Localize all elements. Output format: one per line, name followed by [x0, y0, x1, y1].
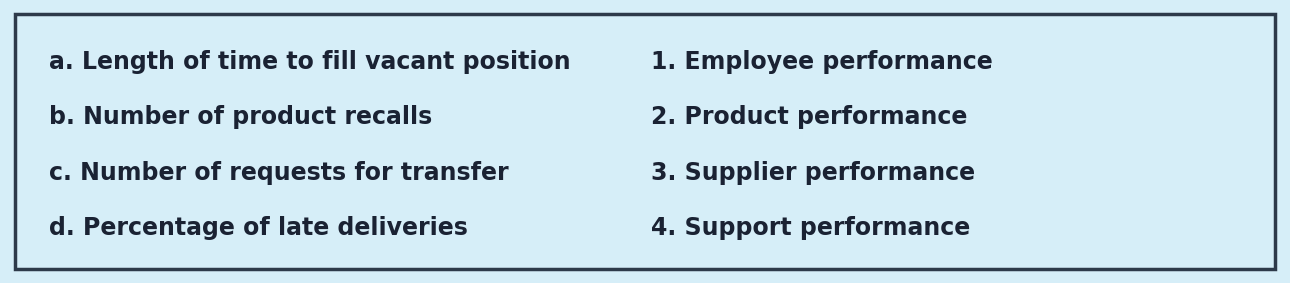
Text: a. Length of time to fill vacant position: a. Length of time to fill vacant positio… [49, 50, 570, 74]
Text: 2. Product performance: 2. Product performance [651, 106, 968, 129]
Text: 1. Employee performance: 1. Employee performance [651, 50, 993, 74]
Text: d. Percentage of late deliveries: d. Percentage of late deliveries [49, 216, 468, 240]
Text: b. Number of product recalls: b. Number of product recalls [49, 106, 432, 129]
FancyBboxPatch shape [15, 14, 1275, 269]
Text: c. Number of requests for transfer: c. Number of requests for transfer [49, 161, 508, 185]
Text: 4. Support performance: 4. Support performance [651, 216, 970, 240]
Text: 3. Supplier performance: 3. Supplier performance [651, 161, 975, 185]
